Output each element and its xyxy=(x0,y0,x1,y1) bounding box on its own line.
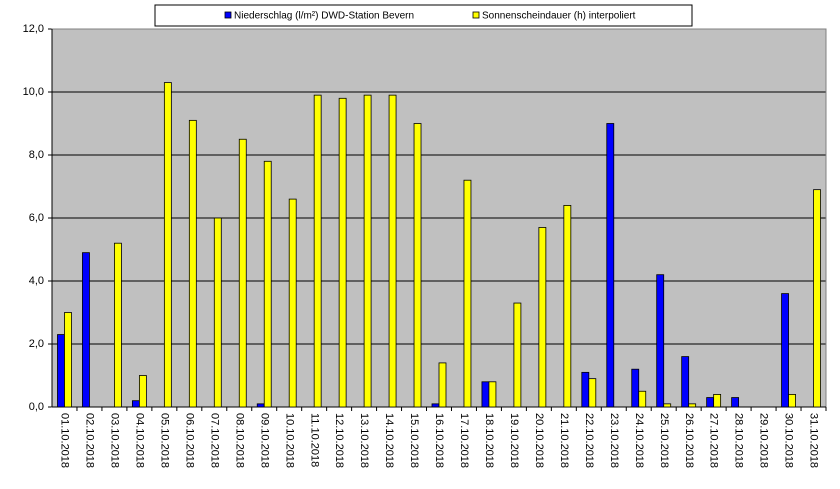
bar xyxy=(131,400,140,408)
bar xyxy=(513,302,522,408)
x-tick-label: 27.10.2018 xyxy=(708,413,720,468)
x-tick-label: 19.10.2018 xyxy=(508,413,520,468)
x-tick-label: 02.10.2018 xyxy=(84,413,96,468)
bar xyxy=(64,312,72,408)
y-tick-label: 4,0 xyxy=(29,275,44,287)
y-tick-label: 10,0 xyxy=(23,86,44,98)
bar xyxy=(463,179,472,408)
bar xyxy=(781,293,789,408)
bar xyxy=(138,375,147,408)
bar xyxy=(363,94,372,408)
bar xyxy=(338,97,347,408)
x-tick-label: 31.10.2018 xyxy=(808,413,820,468)
x-tick-label: 04.10.2018 xyxy=(133,413,145,468)
bar xyxy=(688,403,697,408)
bar xyxy=(588,378,597,408)
bar xyxy=(188,119,197,408)
bar xyxy=(57,334,65,408)
bar xyxy=(813,189,821,408)
bar xyxy=(413,123,422,408)
x-tick-label: 29.10.2018 xyxy=(758,413,770,468)
x-tick-label: 22.10.2018 xyxy=(583,413,595,468)
x-tick-label: 10.10.2018 xyxy=(283,413,295,468)
x-tick-label: 16.10.2018 xyxy=(433,413,445,468)
x-tick-label: 23.10.2018 xyxy=(608,413,620,468)
y-tick-label: 6,0 xyxy=(29,212,44,224)
bar xyxy=(488,381,497,408)
bar xyxy=(681,356,690,408)
bar xyxy=(431,403,440,408)
x-tick-label: 26.10.2018 xyxy=(683,413,695,468)
bar xyxy=(713,393,722,408)
x-tick-label: 24.10.2018 xyxy=(633,413,645,468)
bar xyxy=(438,362,447,408)
bar xyxy=(538,227,547,408)
bar xyxy=(256,403,265,408)
x-tick-label: 13.10.2018 xyxy=(358,413,370,468)
x-tick-label: 12.10.2018 xyxy=(333,413,345,468)
x-tick-label: 14.10.2018 xyxy=(383,413,395,468)
bar xyxy=(263,160,272,408)
bar xyxy=(114,242,122,408)
y-tick-label: 0,0 xyxy=(29,401,44,413)
x-tick-label: 28.10.2018 xyxy=(733,413,745,468)
x-tick-label: 30.10.2018 xyxy=(783,413,795,468)
x-tick-label: 11.10.2018 xyxy=(308,413,320,467)
x-tick-label: 03.10.2018 xyxy=(109,413,121,468)
legend-label: Niederschlag (l/m²) DWD-Station Bevern xyxy=(234,11,414,22)
x-tick-label: 01.10.2018 xyxy=(59,413,71,468)
bar xyxy=(481,381,490,408)
legend-swatch xyxy=(472,11,480,19)
bar xyxy=(788,393,796,408)
x-tick-label: 05.10.2018 xyxy=(158,413,170,468)
x-tick-label: 09.10.2018 xyxy=(258,413,270,468)
legend-label: Sonnenscheindauer (h) interpoliert xyxy=(482,11,636,22)
x-tick-label: 07.10.2018 xyxy=(208,413,220,468)
bar xyxy=(581,371,590,408)
x-tick-label: 18.10.2018 xyxy=(483,413,495,468)
bar xyxy=(238,138,247,408)
y-tick-label: 2,0 xyxy=(29,338,44,350)
bar xyxy=(663,403,672,408)
bar xyxy=(706,397,715,408)
x-tick-label: 17.10.2018 xyxy=(458,413,470,468)
bar xyxy=(731,397,740,408)
bar xyxy=(163,82,172,408)
x-tick-label: 25.10.2018 xyxy=(658,413,670,468)
y-tick-label: 12,0 xyxy=(23,23,44,35)
x-tick-label: 06.10.2018 xyxy=(183,413,195,468)
bar xyxy=(82,252,90,408)
bar xyxy=(313,94,322,408)
x-tick-label: 21.10.2018 xyxy=(558,413,570,468)
legend-box xyxy=(154,4,693,27)
x-tick-label: 15.10.2018 xyxy=(408,413,420,468)
bar xyxy=(388,94,397,408)
x-tick-label: 20.10.2018 xyxy=(533,413,545,468)
bar xyxy=(656,274,665,408)
bar xyxy=(563,204,572,408)
bar xyxy=(606,123,615,408)
x-tick-label: 08.10.2018 xyxy=(233,413,245,468)
y-tick-label: 8,0 xyxy=(29,149,44,161)
bar xyxy=(288,198,297,408)
legend-swatch xyxy=(224,11,232,19)
bar xyxy=(638,390,647,408)
bar xyxy=(631,368,640,408)
bar xyxy=(213,217,222,408)
